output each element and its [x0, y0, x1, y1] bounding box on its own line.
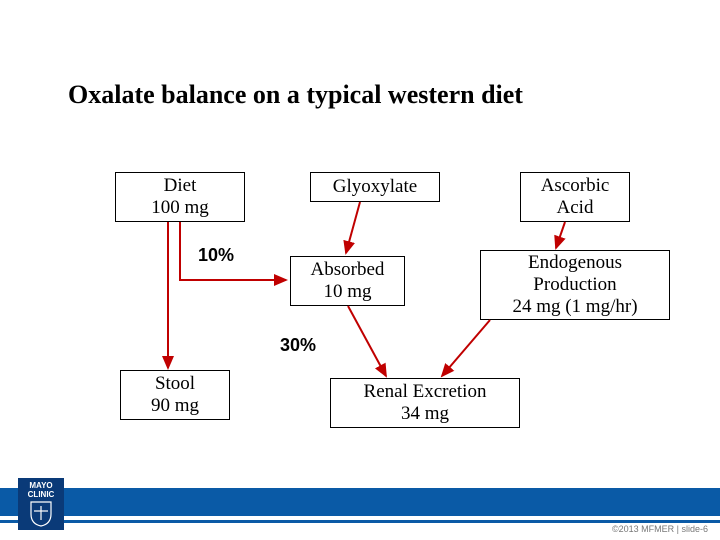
copyright-text: ©2013 MFMER | slide-6	[612, 524, 708, 534]
box-renal-line1: Renal Excretion	[364, 381, 487, 403]
box-diet-line1: Diet	[164, 175, 197, 197]
box-diet-line2: 100 mg	[151, 197, 209, 219]
slide-title: Oxalate balance on a typical western die…	[68, 80, 523, 110]
label-thirty-percent: 30%	[280, 335, 316, 356]
mayo-logo: MAYO CLINIC	[18, 478, 64, 530]
box-diet: Diet 100 mg	[115, 172, 245, 222]
box-absorbed: Absorbed 10 mg	[290, 256, 405, 306]
box-absorbed-line1: Absorbed	[311, 259, 385, 281]
box-stool-line2: 90 mg	[151, 395, 199, 417]
box-stool-line1: Stool	[155, 373, 195, 395]
shield-icon	[18, 500, 64, 528]
box-endogenous: Endogenous Production 24 mg (1 mg/hr)	[480, 250, 670, 320]
box-glyoxylate-line1: Glyoxylate	[333, 176, 417, 198]
box-endogenous-line2: Production	[533, 274, 616, 296]
box-glyoxylate: Glyoxylate	[310, 172, 440, 202]
footer-blue-line	[0, 520, 720, 523]
box-renal-line2: 34 mg	[401, 403, 449, 425]
box-ascorbic-line1: Ascorbic	[541, 175, 610, 197]
box-absorbed-line2: 10 mg	[323, 281, 371, 303]
box-renal: Renal Excretion 34 mg	[330, 378, 520, 428]
box-stool: Stool 90 mg	[120, 370, 230, 420]
box-endogenous-line3: 24 mg (1 mg/hr)	[512, 296, 637, 318]
box-ascorbic-line2: Acid	[557, 197, 594, 219]
box-ascorbic: Ascorbic Acid	[520, 172, 630, 222]
box-endogenous-line1: Endogenous	[528, 252, 622, 274]
footer-blue-bar	[0, 488, 720, 516]
mayo-logo-line2: CLINIC	[18, 491, 64, 500]
label-ten-percent: 10%	[198, 245, 234, 266]
